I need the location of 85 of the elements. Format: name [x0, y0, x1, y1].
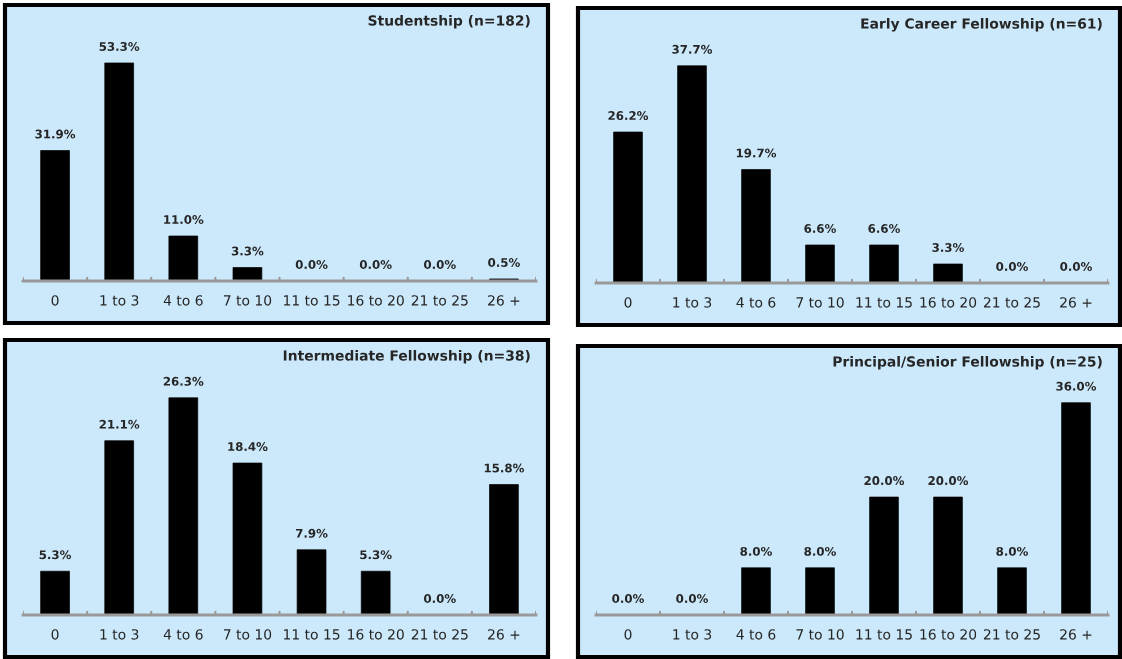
- data-label: 0.0%: [1060, 262, 1092, 271]
- data-label: 0.0%: [676, 594, 708, 603]
- chart-title: Principal/Senior Fellowship (n=25): [833, 356, 1102, 370]
- x-tick-label: 1 to 3: [100, 629, 139, 640]
- x-tick-label: 16 to 20: [348, 629, 404, 640]
- bar: [40, 570, 70, 615]
- x-tick-label: 26 +: [1060, 297, 1092, 308]
- data-label: 6.6%: [804, 224, 836, 233]
- x-tick-label: 4 to 6: [163, 295, 203, 306]
- x-tick-label: 21 to 25: [411, 629, 468, 640]
- data-label: 11.0%: [164, 215, 204, 224]
- data-label: 8.0%: [740, 546, 772, 556]
- bar: [613, 131, 643, 283]
- bar: [805, 244, 835, 283]
- data-label: 31.9%: [35, 129, 76, 139]
- bar: [40, 150, 70, 281]
- x-tick-label: 16 to 20: [348, 295, 404, 306]
- x-tick-label: 1 to 3: [673, 629, 712, 640]
- data-label: 7.9%: [295, 528, 328, 538]
- chart-title: Early Career Fellowship (n=61): [861, 18, 1102, 32]
- data-label: 0.5%: [488, 258, 520, 267]
- bar: [869, 244, 899, 283]
- data-label: 8.0%: [804, 546, 836, 556]
- bar: [741, 169, 771, 283]
- bar: [104, 440, 134, 615]
- x-tick-label: 0: [51, 629, 59, 640]
- x-tick-label: 1 to 3: [100, 295, 139, 306]
- x-tick-label: 0: [624, 629, 632, 640]
- data-label: 20.0%: [928, 476, 969, 486]
- x-tick-label: 11 to 15: [856, 629, 912, 640]
- x-tick-label: 21 to 25: [411, 295, 468, 306]
- data-label: 36.0%: [1056, 381, 1097, 391]
- data-label: 3.3%: [932, 243, 964, 252]
- x-tick-label: 26 +: [488, 629, 520, 640]
- data-label: 26.2%: [608, 111, 649, 121]
- bar: [360, 570, 391, 615]
- bar: [489, 484, 519, 615]
- data-label: 0.0%: [424, 260, 456, 269]
- bar: [232, 267, 263, 281]
- data-label: 19.7%: [736, 148, 777, 158]
- x-tick-label: 4 to 6: [163, 629, 203, 640]
- x-tick-label: 26 +: [488, 295, 520, 306]
- data-label: 0.0%: [996, 262, 1028, 271]
- x-tick-label: 16 to 20: [920, 297, 977, 308]
- x-tick-label: 0: [624, 297, 632, 308]
- data-label: 8.0%: [996, 546, 1028, 556]
- x-tick-label: 1 to 3: [673, 297, 712, 308]
- data-label: 0.0%: [359, 260, 392, 269]
- x-tick-label: 21 to 25: [983, 629, 1040, 640]
- x-tick-label: 16 to 20: [920, 629, 977, 640]
- data-label: 21.1%: [99, 419, 140, 429]
- bar: [296, 549, 327, 615]
- x-tick-label: 11 to 15: [284, 629, 340, 640]
- data-label: 37.7%: [672, 44, 713, 54]
- x-tick-label: 7 to 10: [223, 295, 272, 306]
- data-label: 26.3%: [163, 376, 204, 386]
- data-label: 5.3%: [360, 550, 392, 560]
- data-label: 18.4%: [228, 442, 268, 452]
- x-tick-label: 21 to 25: [983, 297, 1040, 308]
- bar: [168, 397, 199, 615]
- x-tick-label: 4 to 6: [736, 629, 776, 640]
- data-label: 5.3%: [39, 550, 72, 560]
- bar: [677, 65, 707, 283]
- data-label: 0.0%: [612, 594, 644, 603]
- bar: [168, 235, 199, 281]
- data-label: 6.6%: [868, 224, 900, 233]
- data-label: 53.3%: [99, 42, 140, 51]
- bar: [232, 462, 263, 615]
- bar: [104, 62, 134, 281]
- bar: [933, 263, 963, 283]
- x-tick-label: 7 to 10: [796, 629, 844, 640]
- data-label: 15.8%: [484, 463, 525, 473]
- data-label: 3.3%: [231, 246, 264, 256]
- x-tick-label: 11 to 15: [284, 295, 340, 306]
- chart-title: Intermediate Fellowship (n=38): [283, 350, 530, 364]
- data-label: 0.0%: [295, 260, 328, 269]
- x-tick-label: 11 to 15: [856, 297, 912, 308]
- x-tick-label: 0: [51, 295, 59, 306]
- data-label: 20.0%: [864, 476, 905, 486]
- x-tick-label: 7 to 10: [796, 297, 844, 308]
- chart-title: Studentship (n=182): [368, 15, 530, 29]
- x-tick-label: 26 +: [1060, 629, 1092, 640]
- data-label: 0.0%: [424, 594, 456, 603]
- x-tick-label: 4 to 6: [736, 297, 776, 308]
- x-tick-label: 7 to 10: [223, 629, 272, 640]
